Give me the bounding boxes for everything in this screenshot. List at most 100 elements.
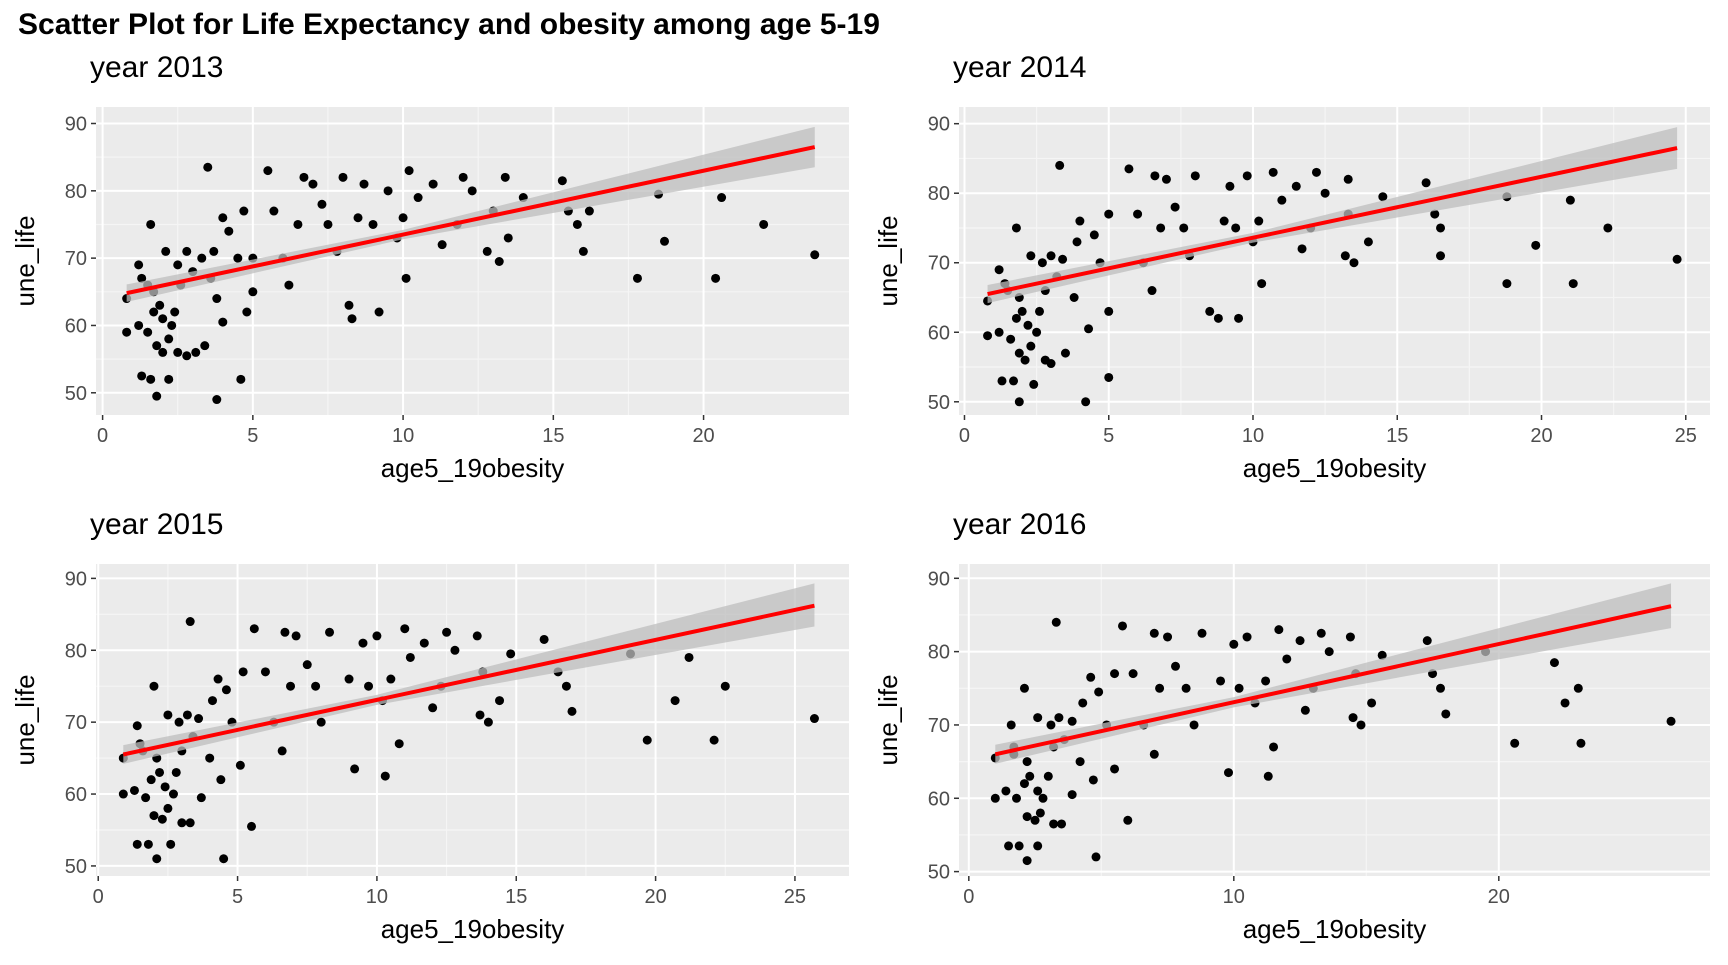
point [163, 803, 173, 813]
y-tick-label: 90 [928, 568, 950, 590]
y-tick-label: 60 [928, 788, 950, 810]
point [344, 674, 354, 684]
point [394, 739, 404, 749]
point [1088, 775, 1098, 785]
point [308, 179, 318, 189]
x-tick-label: 15 [1386, 425, 1408, 447]
point [141, 793, 151, 803]
y-tick-label: 80 [928, 642, 950, 664]
point [1072, 237, 1082, 247]
point [1046, 251, 1056, 261]
panel: year 2016 0 10 20 50 60 70 80 90 age5_19obesity un… [873, 508, 1710, 944]
point [1345, 632, 1355, 642]
point [1231, 223, 1241, 233]
point [1234, 683, 1244, 693]
y-tick-label: 50 [65, 856, 87, 878]
point [1124, 164, 1134, 174]
point [1078, 698, 1088, 708]
x-tick-label: 10 [366, 886, 388, 908]
point [1089, 230, 1099, 240]
point [163, 710, 173, 720]
point [1441, 709, 1451, 719]
point [323, 219, 333, 229]
point [196, 793, 206, 803]
point [1421, 178, 1431, 188]
point [1205, 306, 1215, 316]
point [383, 186, 393, 196]
point [152, 854, 162, 864]
point [1378, 192, 1388, 202]
point [404, 166, 414, 176]
point [380, 771, 390, 781]
fit-line [987, 146, 1678, 296]
point [171, 767, 181, 777]
point [1104, 306, 1114, 316]
point [1011, 223, 1021, 233]
point [809, 714, 819, 724]
x-tick-label: 20 [692, 425, 714, 447]
y-axis-title: une_life [873, 215, 903, 306]
point [260, 667, 270, 677]
point [670, 696, 680, 706]
point [405, 652, 415, 662]
point [353, 213, 363, 223]
point [149, 307, 159, 317]
chart-title: Scatter Plot for Life Expectancy and obe… [18, 8, 880, 41]
point [167, 320, 177, 330]
point [1019, 683, 1029, 693]
point [1014, 348, 1024, 358]
y-axis-title: une_life [10, 674, 40, 765]
fit-line [126, 145, 816, 296]
point [572, 219, 582, 229]
point [1128, 669, 1138, 679]
x-tick-label: 15 [542, 425, 564, 447]
point [1149, 628, 1159, 638]
y-tick-label: 60 [65, 784, 87, 806]
point [1436, 223, 1446, 233]
point [1091, 852, 1101, 862]
point [185, 617, 195, 627]
panel: year 2014 0 5 10 15 20 25 50 60 70 80 90 age5_19obes… [873, 51, 1710, 483]
point [1081, 397, 1091, 407]
point [500, 172, 510, 182]
point [467, 186, 477, 196]
y-tick-label: 80 [65, 640, 87, 662]
point [1197, 628, 1207, 638]
point [182, 710, 192, 720]
point [1094, 687, 1104, 697]
point [494, 257, 504, 267]
point [398, 213, 408, 223]
point [1046, 720, 1056, 730]
point [437, 240, 447, 250]
point [1069, 293, 1079, 303]
y-tick-label: 90 [928, 114, 950, 136]
x-axis-title: age5_19obesity [381, 914, 565, 944]
point [372, 631, 382, 641]
point [1363, 237, 1373, 247]
point [1123, 815, 1133, 825]
point [567, 706, 577, 716]
point [561, 681, 571, 691]
point [1022, 856, 1032, 866]
point [1051, 617, 1061, 627]
point [1017, 306, 1027, 316]
point [1035, 808, 1045, 818]
x-tick-label: 0 [963, 886, 974, 908]
point [221, 685, 231, 695]
point [1348, 713, 1358, 723]
point [1029, 379, 1039, 389]
y-tick-label: 70 [65, 712, 87, 734]
point [1022, 812, 1032, 822]
point [1263, 771, 1273, 781]
point [1163, 632, 1173, 642]
point [174, 717, 184, 727]
point [143, 327, 153, 337]
point [810, 250, 820, 260]
x-tick-label: 5 [232, 886, 243, 908]
x-tick-label: 0 [959, 425, 970, 447]
point [1058, 254, 1068, 264]
panel-subtitle: year 2014 [953, 51, 1086, 84]
y-tick-label: 60 [928, 322, 950, 344]
point [1242, 171, 1252, 181]
point [1603, 223, 1613, 233]
